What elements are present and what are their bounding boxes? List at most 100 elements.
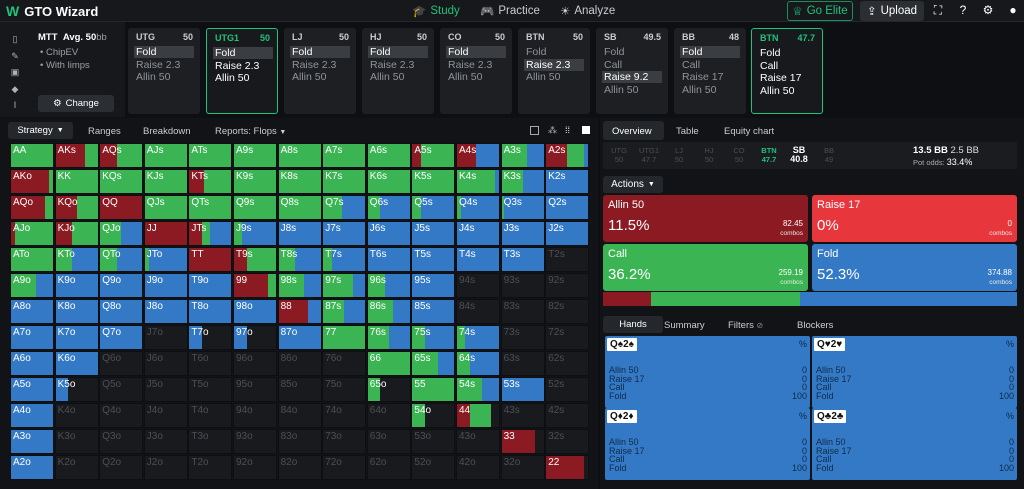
hand-cell-77[interactable]: 77 [322,325,367,350]
hand-cell-43o[interactable]: 43o [456,429,500,454]
hand-cell-J6o[interactable]: J6o [143,351,188,376]
hand-cell-74o[interactable]: 74o [322,403,367,428]
hand-cell-K7o[interactable]: K7o [54,325,99,350]
hand-cell-T2o[interactable]: T2o [188,455,233,480]
hand-cell-52o[interactable]: 52o [411,455,456,480]
hand-cell-JTo[interactable]: JTo [143,247,188,272]
hand-cell-63s[interactable]: 63s [500,351,545,376]
hand-cell-QJs[interactable]: QJs [143,195,188,220]
hand-cell-K7s[interactable]: K7s [322,169,367,194]
logo[interactable]: W GTO Wizard [6,3,98,19]
hand-cell-88[interactable]: 88 [277,299,322,324]
hand-cell-94s[interactable]: 94s [456,273,500,298]
hand-cell-Q3o[interactable]: Q3o [99,429,144,454]
hand-cell-A3o[interactable]: A3o [10,429,54,454]
hand-cell-82o[interactable]: 82o [277,455,322,480]
gamepad-icon[interactable]: ◆ [11,84,19,94]
hand-cell-AQo[interactable]: AQo [10,195,54,220]
hand-cell-J4s[interactable]: J4s [456,221,500,246]
hand-cell-KTo[interactable]: KTo [54,247,99,272]
hand-cell-75s[interactable]: 75s [411,325,456,350]
hand-cell-64s[interactable]: 64s [456,351,500,376]
hand-cell-66[interactable]: 66 [366,351,411,376]
hand-cell-KQs[interactable]: KQs [99,169,144,194]
tab-summary[interactable]: Summary [664,320,705,331]
action-option[interactable]: Allin 50 [370,71,405,83]
action-option[interactable]: Allin 50 [604,83,639,96]
hand-cell-97o[interactable]: 97o [233,325,277,350]
action-option[interactable]: Raise 17 [760,72,802,84]
hand-cell-82s[interactable]: 82s [545,299,590,324]
hand-cell-K6s[interactable]: K6s [366,169,411,194]
hand-cell-43s[interactable]: 43s [500,403,545,428]
action-option[interactable]: Allin 50 [526,71,561,83]
hand-cell-55[interactable]: 55 [411,377,456,402]
tab-strategy[interactable]: Strategy ▼ [8,122,73,139]
nav-study[interactable]: 🎓 Study [412,5,460,18]
hand-cell-AKo[interactable]: AKo [10,169,54,194]
hand-cell-76s[interactable]: 76s [366,325,411,350]
hand-cell-98o[interactable]: 98o [233,299,277,324]
hand-cell-62o[interactable]: 62o [366,455,411,480]
hand-cell-52s[interactable]: 52s [545,377,590,402]
hand-cell-A6s[interactable]: A6s [366,143,411,168]
hand-cell-Q2s[interactable]: Q2s [545,195,590,220]
hand-cell-62s[interactable]: 62s [545,351,590,376]
hand-cell-AKs[interactable]: AKs [54,143,99,168]
action-option[interactable]: Fold [760,47,781,59]
action-option[interactable]: Fold [213,47,273,59]
nav-analyze[interactable]: ☀ Analyze [560,5,616,18]
sequence-position[interactable]: UTG 50 [607,146,631,164]
tab-reports[interactable]: Reports: Flops ▼ [215,126,287,137]
action-option[interactable]: Fold [604,46,625,58]
hand-combo-card[interactable]: Q♣2♣% Allin 50 0 Raise 17 0 Call 0 Fold 100 [812,408,1017,480]
hand-cell-72o[interactable]: 72o [322,455,367,480]
view-toggle-icon[interactable] [530,126,539,135]
action-option[interactable]: Call [682,58,701,71]
tab-overview[interactable]: Overview [612,126,652,137]
edit-icon[interactable]: ✎ [11,51,19,61]
hand-cell-J8s[interactable]: J8s [277,221,322,246]
hand-cell-A9o[interactable]: A9o [10,273,54,298]
hand-cell-94o[interactable]: 94o [233,403,277,428]
hand-cell-J3o[interactable]: J3o [143,429,188,454]
hand-cell-ATo[interactable]: ATo [10,247,54,272]
hand-cell-Q7o[interactable]: Q7o [99,325,144,350]
hand-cell-J5s[interactable]: J5s [411,221,456,246]
hand-cell-92s[interactable]: 92s [545,273,590,298]
hand-cell-87s[interactable]: 87s [322,299,367,324]
hand-cell-Q6s[interactable]: Q6s [366,195,411,220]
hand-combo-card[interactable]: Q♦2♦% Allin 50 0 Raise 17 0 Call 0 Fold 100 [605,408,810,480]
hand-cell-KK[interactable]: KK [54,169,99,194]
hand-cell-54o[interactable]: 54o [411,403,456,428]
tab-hands[interactable]: Hands [603,316,663,333]
hand-cell-AA[interactable]: AA [10,143,54,168]
actions-dropdown[interactable]: Actions ▼ [603,176,663,193]
hand-cell-A2s[interactable]: A2s [545,143,590,168]
hand-cell-AJs[interactable]: AJs [143,143,188,168]
hand-cell-92o[interactable]: 92o [233,455,277,480]
hand-cell-T2s[interactable]: T2s [545,247,590,272]
hand-cell-A7o[interactable]: A7o [10,325,54,350]
position-sb[interactable]: SB 49.5 Fold Call Raise 9.2 Allin 50 [596,28,668,114]
upload-button[interactable]: ⇪ Upload [860,1,924,21]
hand-cell-22[interactable]: 22 [545,455,590,480]
hand-cell-T8s[interactable]: T8s [277,247,322,272]
hand-cell-K5s[interactable]: K5s [411,169,456,194]
hand-cell-J3s[interactable]: J3s [500,221,545,246]
action-option[interactable]: Raise 2.3 [524,58,584,71]
change-button[interactable]: ⚙ Change [38,95,114,112]
action-option[interactable]: Raise 2.3 [448,58,493,71]
hand-cell-QJo[interactable]: QJo [99,221,144,246]
hand-cell-93s[interactable]: 93s [500,273,545,298]
hand-cell-A2o[interactable]: A2o [10,455,54,480]
hand-cell-J8o[interactable]: J8o [143,299,188,324]
hand-cell-J4o[interactable]: J4o [143,403,188,428]
position-lj[interactable]: LJ 50 Fold Raise 2.3 Allin 50 [284,28,356,114]
hand-cell-KJo[interactable]: KJo [54,221,99,246]
hand-cell-84o[interactable]: 84o [277,403,322,428]
hand-cell-73o[interactable]: 73o [322,429,367,454]
sequence-position[interactable]: BB 49 [817,146,841,164]
sequence-position[interactable]: LJ 50 [667,146,691,164]
hand-cell-Q9o[interactable]: Q9o [99,273,144,298]
